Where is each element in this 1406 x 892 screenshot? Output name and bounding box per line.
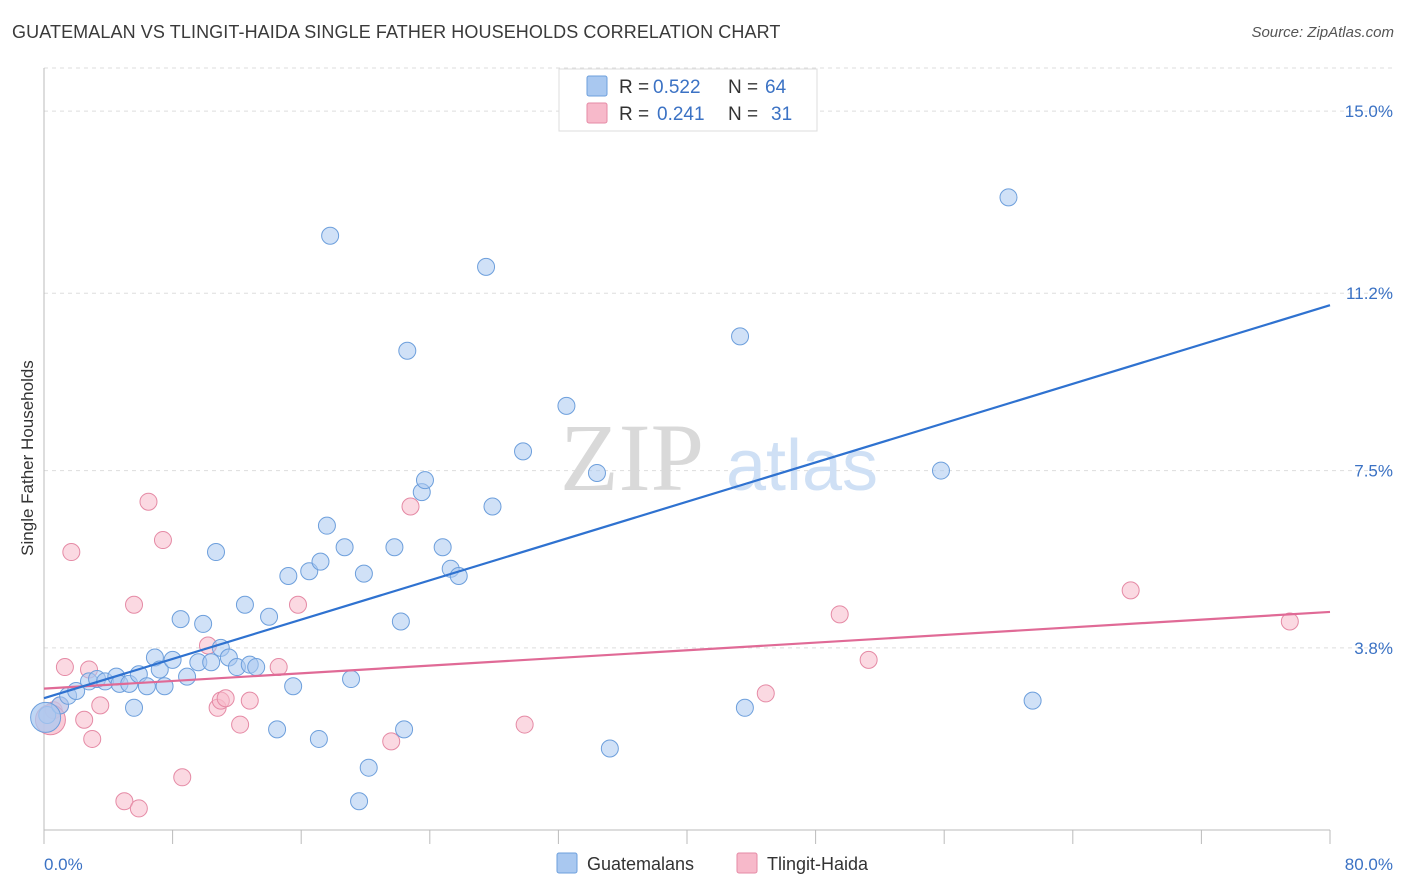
guatemalans-point [137,677,156,696]
guatemalans-point [342,670,361,689]
y-tick-label: 11.2% [1346,284,1393,303]
bottom-legend-swatch-tlingit-haida [736,852,758,874]
tlingit-haida-point [240,691,259,710]
tlingit-haida-point [91,696,110,715]
guatemalans-point [247,658,266,677]
guatemalans-point [335,538,354,557]
tlingit-haida-point [382,732,401,751]
tlingit-haida-point [859,650,878,669]
guatemalans-point [931,461,950,480]
tlingit-haida-point [115,792,134,811]
y-tick-labels: 3.8% 7.5% 11.2% 15.0% [1345,102,1393,658]
guatemalans-point [321,226,340,245]
guatemalans-point [391,612,410,631]
guatemalans-trend-line [43,304,1331,700]
guatemalans-point [350,792,369,811]
guatemalans-point [514,442,533,461]
tlingit-haida-point [756,684,775,703]
chart-title: GUATEMALAN VS TLINGIT-HAIDA SINGLE FATHE… [12,22,781,42]
guatemalans-point [398,341,417,360]
legend: R = 0.522 N = 64 R = 0.241 N = 31 [558,68,818,132]
guatemalans-point [171,610,190,629]
guatemalans-point [600,739,619,758]
legend-swatch-tlingit-haida [586,102,608,124]
tlingit-haida-point [288,595,307,614]
tlingit-haida-point [401,497,420,516]
bottom-legend-label-guatemalans: Guatemalans [587,854,694,874]
legend-r-label-1: R = [619,77,649,98]
guatemalans-point [999,188,1018,207]
guatemalans-point [194,614,213,633]
guatemalans-point [279,567,298,585]
x-tick-label-max: 80.0% [1345,855,1393,874]
guatemalans-point [385,538,404,557]
legend-r-label-2: R = [619,104,649,125]
legend-n-value-2: 31 [771,104,792,125]
tlingit-haida-trend-line [43,610,1331,690]
bottom-legend-swatch-guatemalans [556,852,578,874]
trend-lines [43,304,1331,700]
legend-r-value-2: 0.241 [657,104,705,125]
tlingit-haida-point [269,658,288,677]
guatemalans-point [354,564,373,583]
guatemalans-point [477,257,496,276]
tlingit-haida-point [153,531,172,550]
y-tick-label: 3.8% [1354,639,1393,658]
guatemalans-point [557,396,576,415]
guatemalans-point [587,463,606,482]
watermark-zip: ZIP [560,404,704,511]
guatemalans-point [268,720,287,739]
guatemalans-point [415,471,434,490]
tlingit-haida-point [75,710,94,729]
tlingit-haida-point [83,729,102,748]
tlingit-haida-point [231,715,250,734]
legend-swatch-guatemalans [586,75,608,97]
y-tick-label: 15.0% [1345,102,1393,121]
bottom-legend-label-tlingit-haida: Tlingit-Haida [767,854,869,874]
guatemalans-point [359,758,378,777]
legend-n-label-2: N = [728,104,758,125]
guatemalans-point [235,595,254,614]
tlingit-haida-point [55,658,74,677]
legend-n-label-1: N = [728,77,758,98]
guatemalans-point [284,677,303,696]
guatemalans-point [178,667,197,686]
guatemalans-point [125,698,144,717]
tlingit-haida-point [129,799,148,818]
guatemalans-point [433,538,452,557]
tlingit-haida-point [125,595,144,614]
guatemalans-point [731,327,750,346]
tlingit-haida-point [173,768,192,787]
legend-n-value-1: 64 [765,77,787,98]
guatemalans-point [1023,691,1042,710]
tlingit-haida-point [139,492,158,511]
bottom-legend: Guatemalans Tlingit-Haida [556,852,869,874]
tlingit-haida-point [515,715,534,734]
tlingit-haida-point [830,605,849,624]
legend-r-value-1: 0.522 [653,77,701,98]
tlingit-haida-point [1121,581,1140,600]
series-tlingit-haida-points [34,492,1299,818]
guatemalans-point [483,497,502,516]
tlingit-haida-point [216,689,235,708]
tlingit-haida-point [1280,612,1299,631]
guatemalans-point [395,720,414,739]
guatemalans-point [202,653,221,672]
guatemalans-point [207,543,226,562]
guatemalans-point [260,607,279,626]
x-tick-label-min: 0.0% [44,855,83,874]
guatemalans-point [309,729,328,748]
guatemalans-point [30,701,62,733]
guatemalans-point [735,698,754,717]
series-guatemalans-points [30,188,1042,811]
source-credit: Source: ZipAtlas.com [1251,24,1394,41]
tlingit-haida-point [62,543,81,562]
gridlines [44,67,1393,649]
guatemalans-point [317,516,336,535]
y-tick-label: 7.5% [1354,462,1393,481]
guatemalans-point [311,552,330,571]
